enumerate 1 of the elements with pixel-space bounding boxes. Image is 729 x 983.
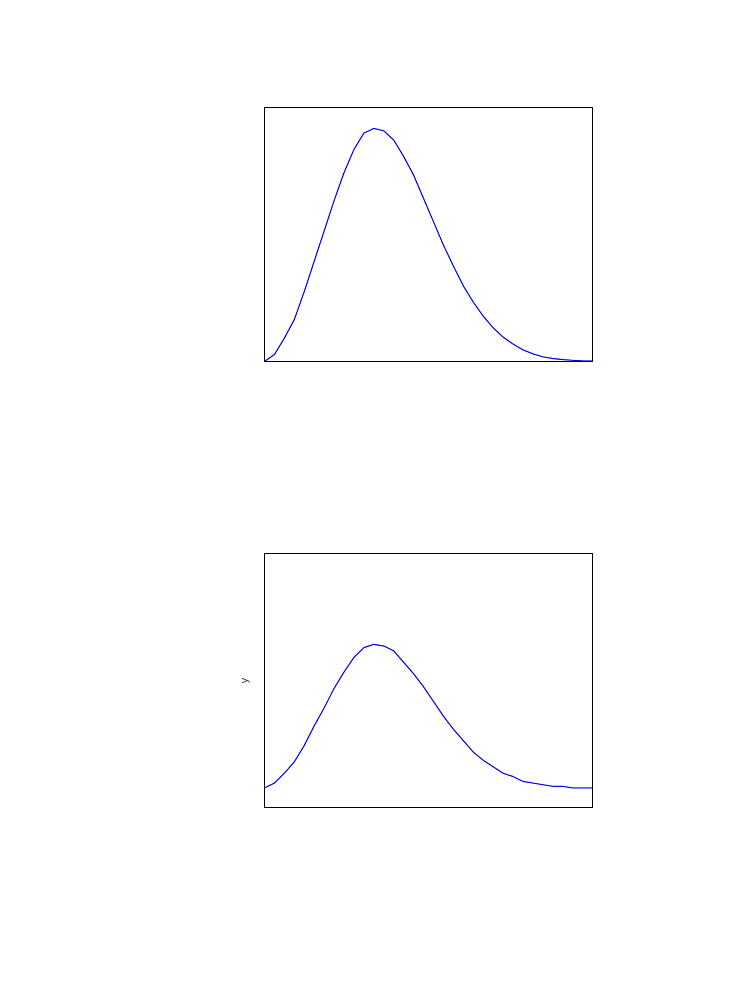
y-axis-title: y (240, 677, 250, 684)
